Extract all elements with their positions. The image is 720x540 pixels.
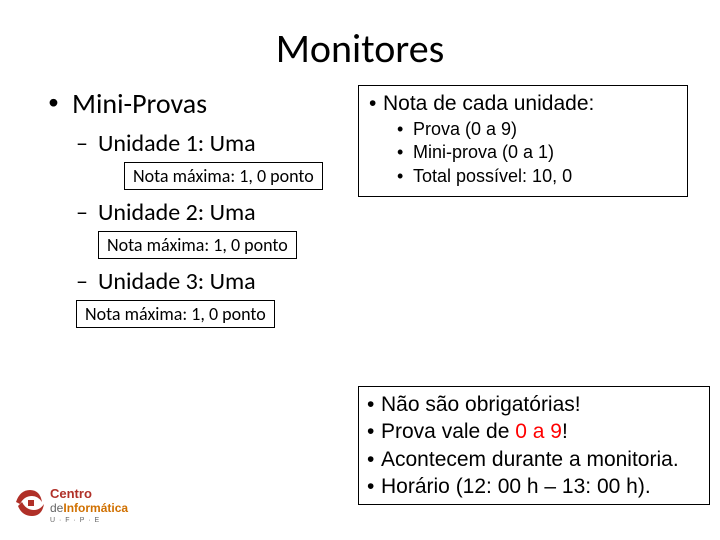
main-bullet: Mini-Provas [46, 86, 346, 121]
note-box: Nota máxima: 1, 0 ponto [124, 162, 323, 190]
list-item: Total possível: 10, 0 [397, 165, 677, 188]
box-heading: Nota de cada unidade: [369, 92, 677, 116]
highlight-text: 0 a 9 [515, 420, 562, 443]
text-fragment: Prova vale de [381, 420, 515, 443]
left-column: Mini-Provas Unidade 1: Uma Nota máxima: … [46, 86, 346, 336]
info-line: Não são obrigatórias! [367, 391, 701, 418]
info-line: Acontecem durante a monitoria. [367, 446, 701, 473]
unit-label: Unidade 1: Uma [76, 129, 346, 158]
slide-title: Monitores [0, 24, 720, 73]
centro-informatica-logo: Centro deInformática U · F · P · E [14, 480, 134, 528]
logo-subtitle: U · F · P · E [50, 517, 100, 524]
info-line: Horário (12: 00 h – 13: 00 h). [367, 473, 701, 500]
nota-unidade-box: Nota de cada unidade: Prova (0 a 9) Mini… [358, 85, 688, 197]
info-line: Prova vale de 0 a 9! [367, 418, 701, 445]
list-item: Mini-prova (0 a 1) [397, 141, 677, 164]
info-box: Não são obrigatórias! Prova vale de 0 a … [358, 386, 710, 505]
logo-text-1: Centro [50, 486, 92, 501]
list-item: Prova (0 a 9) [397, 118, 677, 141]
text-fragment: ! [562, 420, 568, 443]
unit-label: Unidade 3: Uma [76, 267, 346, 296]
logo-svg: Centro deInformática U · F · P · E [14, 480, 134, 528]
unit-block-2: Unidade 2: Uma Nota máxima: 1, 0 ponto [76, 198, 346, 259]
unit-block-1: Unidade 1: Uma Nota máxima: 1, 0 ponto [76, 129, 346, 190]
unit-block-3: Unidade 3: Uma Nota máxima: 1, 0 ponto [76, 267, 346, 328]
box-list: Prova (0 a 9) Mini-prova (0 a 1) Total p… [397, 118, 677, 188]
note-box: Nota máxima: 1, 0 ponto [98, 231, 297, 259]
note-box: Nota máxima: 1, 0 ponto [76, 300, 275, 328]
unit-label: Unidade 2: Uma [76, 198, 346, 227]
logo-text-2: deInformática [50, 501, 128, 515]
